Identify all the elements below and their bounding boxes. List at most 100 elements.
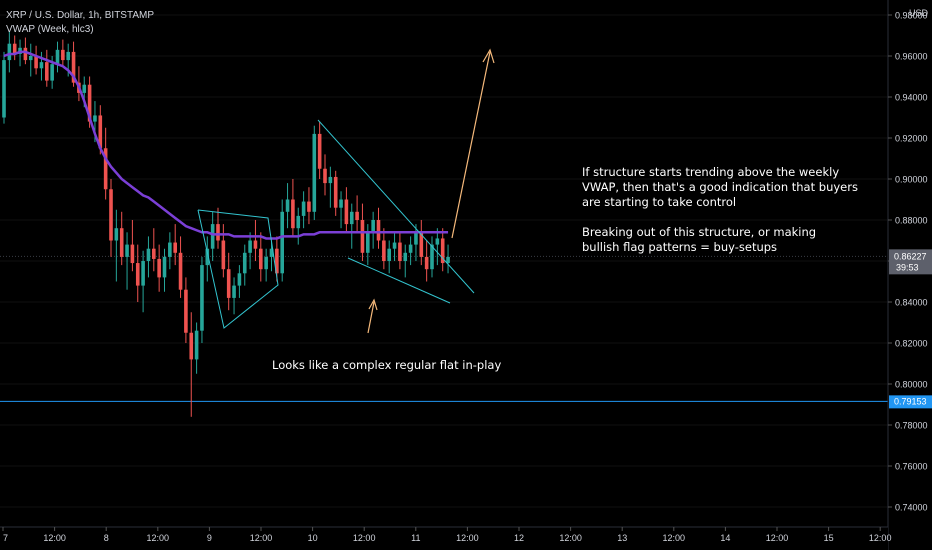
breakout-arrow-head — [482, 48, 495, 64]
time-tick-label: 12:00 — [43, 533, 66, 543]
candle — [382, 228, 386, 270]
time-tick-label: 12:00 — [559, 533, 582, 543]
candle-body — [414, 232, 418, 245]
candle — [430, 236, 434, 278]
candle — [312, 125, 317, 220]
candle — [242, 244, 247, 286]
candle — [344, 187, 349, 233]
candle-body — [168, 242, 172, 257]
candle-body — [382, 240, 386, 261]
candle — [168, 232, 172, 270]
countdown-label: 39:53 — [896, 262, 919, 272]
candle-body — [264, 256, 268, 270]
time-tick-label: 13 — [617, 533, 627, 543]
candle — [446, 244, 450, 274]
time-tick-label: 12:00 — [147, 533, 170, 543]
candle-body — [312, 133, 317, 212]
symbol-legend[interactable]: XRP / U.S. Dollar, 1h, BITSTAMP — [6, 10, 155, 21]
candle — [392, 232, 397, 261]
candle — [135, 244, 140, 302]
candle — [28, 43, 33, 77]
candle-body — [98, 115, 103, 149]
candle-body — [205, 248, 210, 266]
candle-body — [34, 56, 38, 69]
candle-body — [275, 248, 279, 274]
time-axis[interactable]: 7 12:00 8 12:00 9 12:00 10 12:00 11 12:00 12 12:00 1… — [0, 526, 892, 550]
candle — [141, 250, 145, 313]
chart-grid — [0, 14, 888, 508]
candle — [403, 244, 408, 278]
candle — [408, 236, 413, 266]
candle — [2, 51, 6, 124]
candle — [280, 199, 284, 282]
candle — [216, 207, 220, 249]
annotation-main-note: If structure starts trending above the w… — [582, 165, 858, 254]
candle-body — [125, 244, 129, 257]
candle-body — [248, 240, 252, 253]
candle-body — [333, 176, 338, 208]
candle — [333, 170, 338, 216]
candle-body — [446, 256, 450, 264]
candle — [178, 236, 183, 298]
breakout-arrow-line — [451, 51, 491, 239]
candle-body — [173, 242, 177, 253]
candle — [221, 224, 226, 278]
candle — [184, 277, 188, 343]
candle-body — [430, 244, 434, 270]
candle-body — [39, 62, 44, 69]
candle — [307, 187, 311, 225]
candle — [269, 240, 274, 272]
time-tick-label: 12:00 — [353, 533, 376, 543]
candle — [291, 179, 295, 237]
candle — [248, 232, 252, 270]
support-price-label: 0.79153 — [894, 396, 927, 406]
candle-body — [130, 244, 135, 264]
candle-body — [114, 228, 119, 241]
time-tick-label: 11 — [411, 533, 420, 543]
candle-body — [398, 242, 402, 261]
candle — [419, 220, 424, 266]
price-tick-label: 0.98000 — [895, 11, 928, 21]
candle-body — [221, 240, 226, 270]
price-axis[interactable]: 0.74000 0.76000 0.78000 0.80000 0.82000 0.840… — [887, 0, 932, 550]
flat-arrow-head — [368, 298, 378, 311]
candle — [366, 224, 370, 266]
candle — [200, 256, 204, 343]
candle-body — [296, 215, 301, 229]
time-tick-label: 12:00 — [869, 533, 892, 543]
candle-body — [237, 273, 242, 286]
candle — [435, 228, 440, 266]
candle-body — [280, 211, 284, 274]
time-tick-label: 15 — [824, 533, 834, 543]
indicator-legend[interactable]: VWAP (Week, hlc3) — [6, 24, 94, 35]
candle-body — [216, 224, 220, 241]
candle — [253, 220, 258, 261]
time-tick-label: 7 — [3, 533, 8, 543]
candle-body — [376, 220, 381, 241]
support-price-badge — [889, 395, 932, 409]
current-price-label: 0.86227 — [894, 251, 927, 261]
candle — [398, 232, 402, 270]
candle — [34, 45, 38, 75]
candle — [355, 195, 359, 233]
wedge-lower-line — [347, 257, 451, 304]
price-tick-label: 0.92000 — [895, 134, 928, 144]
candle-body — [146, 248, 151, 261]
candle-body — [103, 148, 108, 190]
candle — [146, 236, 151, 278]
candle — [237, 265, 242, 298]
price-tick-label: 0.90000 — [895, 175, 928, 185]
candle-body — [2, 60, 6, 118]
candle-body — [269, 248, 274, 257]
candle-body — [328, 176, 333, 184]
candle-body — [355, 211, 359, 220]
time-tick-label: 12:00 — [663, 533, 686, 543]
support-line — [0, 255, 888, 402]
candle-body — [232, 285, 236, 298]
candle-body — [226, 269, 231, 298]
candle — [349, 203, 354, 249]
candle-body — [109, 189, 113, 241]
candle-body — [210, 224, 215, 249]
candle-body — [344, 199, 349, 225]
